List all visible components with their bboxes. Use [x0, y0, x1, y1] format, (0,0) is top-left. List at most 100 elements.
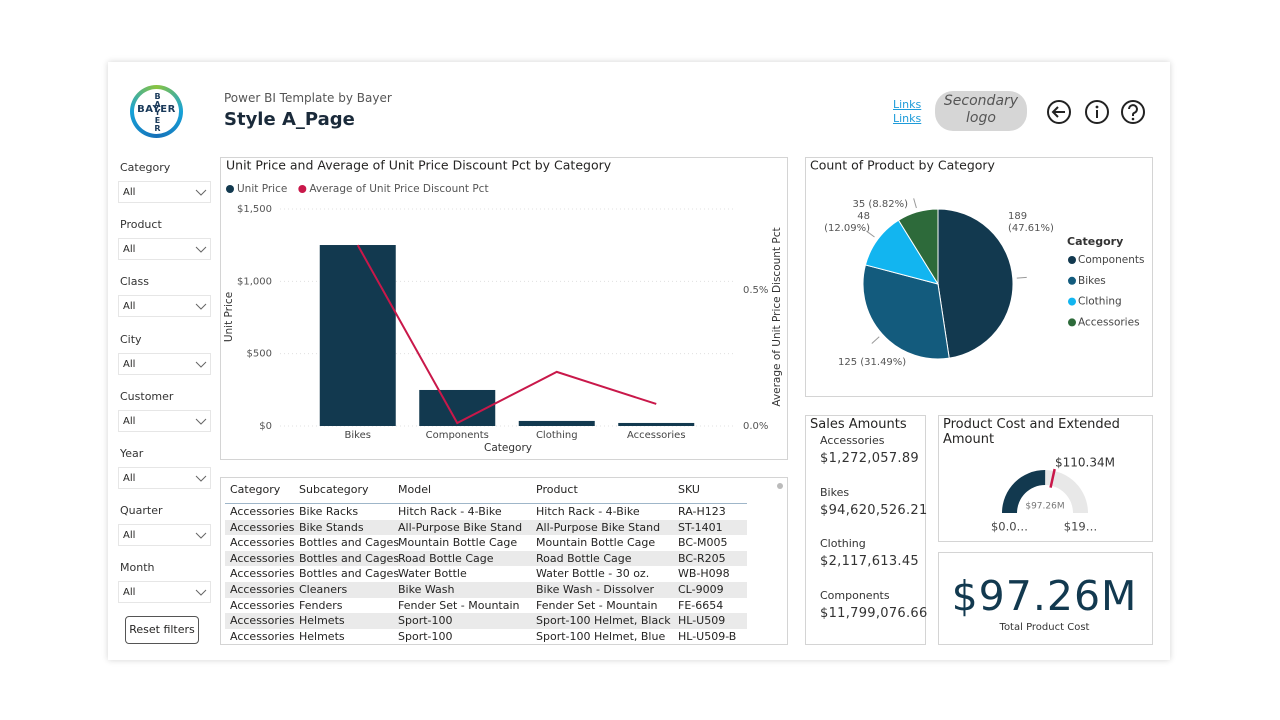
filter-dropdown[interactable]: All — [118, 238, 211, 261]
cell: Accessories — [230, 614, 295, 628]
cell: Sport-100 Helmet, Black — [536, 614, 671, 628]
column-header: Model — [398, 483, 432, 496]
cell: RA-H123 — [678, 505, 726, 518]
sales-value: $2,117,613.45 — [820, 554, 920, 569]
help-button[interactable] — [1121, 100, 1145, 124]
cell: All-Purpose Bike Stand — [536, 520, 661, 534]
column-header: Subcategory — [299, 483, 369, 496]
link[interactable]: Links — [893, 98, 922, 111]
cell: Road Bottle Cage — [536, 551, 632, 565]
cell: Cleaners — [299, 583, 348, 596]
cell: Road Bottle Cage — [398, 551, 494, 565]
row-band — [225, 519, 747, 536]
cell: CL-9009 — [678, 583, 724, 596]
cell: FE-6654 — [678, 598, 724, 612]
chevron — [195, 189, 207, 196]
chevron — [195, 418, 207, 425]
filter-dropdown[interactable]: All — [118, 409, 211, 432]
cell: Fender Set - Mountain — [536, 598, 658, 612]
pie-label: 189 (47.61%) — [1008, 211, 1054, 234]
cell: Bike Wash - Dissolver — [536, 583, 654, 596]
cell: Accessories — [230, 536, 295, 550]
page-title: Style A_Page — [224, 109, 355, 130]
chevron — [195, 246, 207, 253]
cell: Accessories — [230, 583, 295, 596]
kpi-panel — [938, 552, 1153, 645]
cell: Bike Wash — [398, 583, 455, 596]
column-header: SKU — [678, 483, 700, 496]
cell: Accessories — [230, 520, 295, 534]
cell: Mountain Bottle Cage — [398, 536, 518, 550]
cell: Hitch Rack - 4-Bike — [536, 505, 640, 518]
subtitle: Power BI Template by Bayer — [224, 91, 392, 105]
chevron — [195, 304, 207, 311]
chevron — [195, 532, 207, 539]
cell: Accessories — [230, 567, 295, 581]
secondary-logo: Secondary logo — [935, 91, 1027, 131]
sales-label: Clothing — [820, 537, 866, 550]
chevron — [195, 475, 207, 482]
sales-value: $1,272,057.89 — [820, 451, 920, 466]
filter-dropdown[interactable]: All — [118, 295, 211, 318]
sales-label: Accessories — [820, 434, 885, 447]
sales-value: $94,620,526.21 — [820, 502, 928, 518]
cell: Bottles and Cages — [299, 551, 400, 565]
pie-label: 125 (31.49%) — [838, 357, 907, 368]
cell: Fenders — [299, 598, 343, 612]
cell: Water Bottle — [398, 567, 467, 581]
link[interactable]: Links — [893, 112, 922, 125]
chevron — [195, 361, 207, 368]
sales-title: Sales Amounts — [810, 417, 907, 432]
filter-label: Category — [120, 161, 171, 174]
sales-label: Bikes — [820, 485, 850, 499]
cell: Helmets — [299, 614, 345, 628]
cell: Bike Stands — [299, 520, 364, 534]
nav-icons — [1047, 100, 1145, 124]
filter-label: Customer — [120, 389, 174, 403]
row-band — [225, 582, 747, 598]
cell: Accessories — [230, 598, 295, 612]
cell: Fender Set - Mountain — [398, 598, 520, 612]
cell: Accessories — [230, 629, 295, 643]
cell: Accessories — [230, 551, 295, 565]
cell: Bike Racks — [299, 505, 359, 518]
logo-inner — [134, 89, 179, 134]
cell: Hitch Rack - 4-Bike — [398, 505, 502, 518]
scrollbar — [777, 483, 783, 489]
table-panel: Category Subcategory Model Product SKU Access… — [220, 477, 788, 645]
info-button[interactable] — [1085, 100, 1109, 124]
cell: Water Bottle - 30 oz. — [536, 567, 650, 581]
logo-text: BAYER — [137, 104, 176, 115]
sales-value: $11,799,076.66 — [820, 605, 928, 621]
sales-label: Components — [820, 588, 890, 602]
column-header: Product — [536, 483, 578, 496]
filter-label: Class — [120, 275, 149, 289]
filter-dropdown[interactable]: All — [118, 181, 211, 203]
filter-label: Product — [120, 218, 162, 232]
cell: BC-M005 — [678, 536, 728, 550]
cell: HL-U509 — [678, 614, 726, 628]
combo-panel — [220, 157, 788, 460]
filter-dropdown[interactable]: All — [118, 581, 211, 604]
cell: Sport-100 — [398, 629, 453, 643]
cell: BC-R205 — [678, 551, 726, 565]
row-band — [225, 613, 747, 629]
cell: Bottles and Cages — [299, 536, 400, 550]
reset-button[interactable]: Reset filters — [125, 616, 199, 644]
filter-label: Year — [120, 447, 144, 460]
cell: HL-U509-B — [678, 629, 737, 643]
kpi-label: Total Product Cost — [999, 622, 1090, 633]
filter-dropdown[interactable]: All — [118, 467, 211, 489]
cell: Mountain Bottle Cage — [536, 536, 656, 550]
kpi-value: $97.26M — [951, 572, 1138, 620]
back-button[interactable] — [1047, 100, 1071, 124]
filter-label: City — [120, 332, 142, 346]
sales-panel — [805, 415, 926, 645]
filter-dropdown[interactable]: All — [118, 352, 211, 375]
cell: WB-H098 — [678, 567, 730, 581]
cell: Helmets — [299, 629, 345, 643]
column-header: Category — [230, 483, 281, 496]
filter-dropdown[interactable]: All — [118, 524, 211, 547]
cell: Sport-100 — [398, 614, 453, 628]
